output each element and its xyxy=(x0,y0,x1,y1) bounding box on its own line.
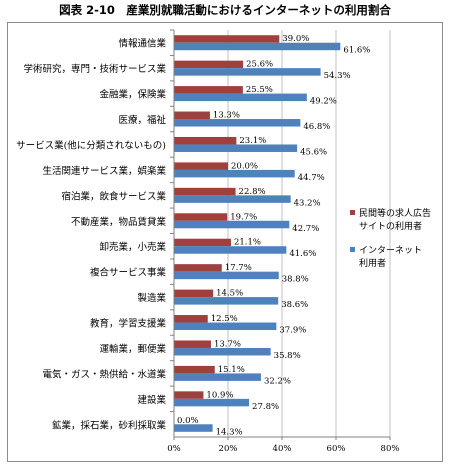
bar xyxy=(174,264,222,272)
data-label: 27.8% xyxy=(252,402,279,412)
legend-swatch xyxy=(350,247,355,252)
legend-swatch xyxy=(350,210,355,215)
bar xyxy=(174,195,291,203)
x-tick-label: 40% xyxy=(273,444,292,454)
bar xyxy=(174,322,277,331)
x-tick-label: 20% xyxy=(219,444,238,454)
bar xyxy=(174,315,208,323)
data-label: 21.1% xyxy=(234,238,261,248)
data-label: 54.3% xyxy=(324,71,351,81)
bar xyxy=(174,398,250,407)
category-label: 教育，学習支援業 xyxy=(90,318,167,330)
bar xyxy=(174,60,244,69)
bar xyxy=(174,86,243,94)
bar xyxy=(174,111,210,120)
data-label: 15.1% xyxy=(218,365,245,375)
data-label: 25.5% xyxy=(246,85,273,95)
bar xyxy=(174,42,341,51)
bar xyxy=(174,238,231,247)
data-label: 39.0% xyxy=(282,34,309,44)
data-label: 13.7% xyxy=(214,339,241,349)
category-label: 製造業 xyxy=(137,292,166,304)
data-label: 44.7% xyxy=(298,173,325,183)
x-tick-label: 0% xyxy=(167,444,181,454)
x-tick-label: 80% xyxy=(381,444,400,454)
data-label: 43.2% xyxy=(294,198,321,208)
bar xyxy=(174,119,301,127)
data-label: 22.8% xyxy=(239,187,266,197)
category-label: 金融業，保険業 xyxy=(99,89,166,101)
category-label: 医療，福祉 xyxy=(118,114,166,126)
bar xyxy=(174,93,307,102)
data-label: 19.7% xyxy=(230,212,257,222)
data-label: 46.8% xyxy=(303,122,330,132)
bar xyxy=(174,68,321,76)
data-label: 35.8% xyxy=(274,351,301,361)
category-label: 電気・ガス・熱供給・水道業 xyxy=(42,368,166,380)
legend-label: サイトの利用者 xyxy=(359,220,422,232)
data-label: 25.6% xyxy=(246,60,273,70)
data-label: 32.2% xyxy=(264,376,291,386)
category-label: 宿泊業，飲食サービス業 xyxy=(61,190,166,202)
data-label: 10.9% xyxy=(206,390,233,400)
data-label: 17.7% xyxy=(225,263,252,273)
bar xyxy=(174,246,287,254)
category-label: 建設業 xyxy=(137,394,166,406)
category-label: 複合サービス事業 xyxy=(90,267,167,279)
x-tick-label: 60% xyxy=(327,444,346,454)
bar xyxy=(174,162,228,170)
chart-frame xyxy=(7,22,443,462)
data-label: 20.0% xyxy=(231,161,258,171)
bar xyxy=(174,136,237,145)
bar xyxy=(174,271,279,280)
data-label: 49.2% xyxy=(310,97,337,107)
bar xyxy=(174,169,295,178)
bar xyxy=(174,220,290,229)
bar xyxy=(174,187,236,196)
bar xyxy=(174,289,214,298)
bar xyxy=(174,365,215,374)
category-label: 鉱業，採石業，砂利採取業 xyxy=(52,419,167,431)
category-label: 運輸業，郵便業 xyxy=(99,343,166,355)
bar xyxy=(174,144,298,152)
category-label: 情報通信業 xyxy=(118,38,166,50)
bar xyxy=(174,340,211,348)
bar xyxy=(174,391,204,399)
data-label: 61.6% xyxy=(343,46,370,56)
data-label: 12.5% xyxy=(211,314,238,324)
bar xyxy=(174,424,213,432)
data-label: 41.6% xyxy=(289,249,316,259)
bar xyxy=(174,373,261,381)
data-label: 0.0% xyxy=(177,416,199,426)
data-label: 37.9% xyxy=(279,326,306,336)
category-label: 不動産業，物品賃貸業 xyxy=(71,216,167,228)
data-label: 13.3% xyxy=(213,111,240,121)
category-label: サービス業(他に分類されないもの) xyxy=(16,139,166,151)
data-label: 42.7% xyxy=(292,224,319,234)
legend-label: 利用者 xyxy=(359,257,386,269)
bar xyxy=(174,297,279,305)
bar xyxy=(174,213,228,221)
bar xyxy=(174,35,280,43)
data-label: 14.5% xyxy=(216,289,243,299)
data-label: 23.1% xyxy=(239,136,266,146)
category-label: 学術研究，専門・技術サービス業 xyxy=(23,63,166,75)
legend-label: 民間等の求人広告 xyxy=(359,207,431,219)
chart-title: 図表 2-10 産業別就職活動におけるインターネットの利用割合 xyxy=(59,3,391,17)
data-label: 45.6% xyxy=(300,147,327,157)
category-label: 卸売業，小売業 xyxy=(99,241,166,253)
data-label: 38.6% xyxy=(281,300,308,310)
data-label: 14.3% xyxy=(216,427,243,437)
legend-label: インターネット xyxy=(359,245,422,256)
category-label: 生活関連サービス業，娯楽業 xyxy=(42,165,166,177)
bar xyxy=(174,347,271,356)
data-label: 38.8% xyxy=(282,275,309,285)
